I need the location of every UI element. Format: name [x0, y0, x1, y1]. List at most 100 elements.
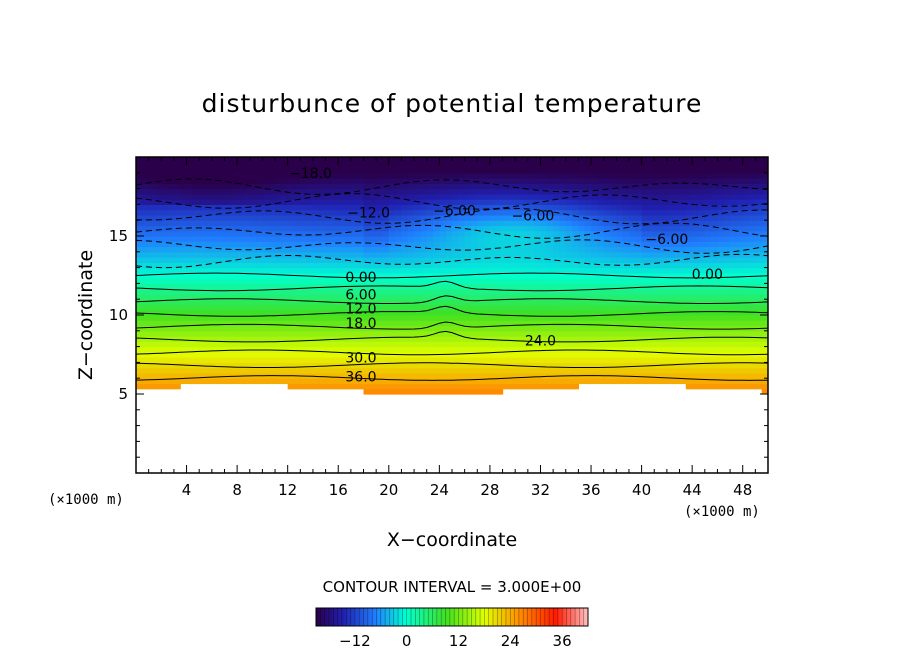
field-cell [679, 309, 687, 316]
field-cell [723, 341, 731, 348]
field-cell [515, 220, 523, 227]
field-cell [382, 378, 390, 385]
field-cell [319, 330, 327, 337]
field-cell [553, 220, 561, 227]
field-cell [496, 288, 504, 295]
field-cell [281, 209, 289, 216]
field-cell [616, 199, 624, 205]
field-cell [148, 362, 156, 369]
field-cell [489, 336, 497, 342]
field-cell [262, 167, 270, 174]
field-cell [508, 257, 516, 263]
field-cell [546, 236, 554, 242]
field-cell [540, 209, 548, 216]
field-cell [489, 278, 497, 284]
field-cell [679, 320, 687, 327]
field-cell [534, 209, 542, 216]
field-cell [489, 372, 497, 379]
field-cell [407, 362, 415, 369]
field-cell [502, 267, 510, 274]
field-cell [420, 241, 428, 248]
field-cell [211, 246, 219, 253]
field-cell [218, 193, 226, 200]
field-cell [578, 293, 586, 300]
field-cell [635, 267, 643, 274]
field-cell [186, 204, 194, 211]
field-cell [616, 183, 624, 190]
field-cell [180, 209, 188, 216]
field-cell [445, 378, 453, 385]
field-cell [584, 330, 592, 337]
field-cell [445, 320, 453, 327]
field-cell [167, 246, 175, 253]
field-cell [546, 178, 554, 184]
field-cell [597, 262, 605, 269]
field-cell [553, 157, 561, 163]
field-cell [281, 293, 289, 300]
field-cell [477, 378, 485, 385]
field-cell [445, 178, 453, 184]
field-cell [395, 241, 403, 248]
field-cell [167, 220, 175, 227]
field-cell [256, 178, 263, 184]
field-cell [262, 351, 270, 358]
field-cell [439, 262, 447, 269]
field-cell [268, 220, 276, 227]
field-cell [205, 162, 213, 169]
field-cell [205, 283, 213, 290]
field-cell [591, 257, 598, 263]
field-cell [382, 204, 390, 211]
field-cell [325, 267, 333, 274]
field-cell [464, 214, 472, 221]
field-cell [268, 225, 276, 232]
field-cell [508, 367, 516, 374]
field-cell [496, 330, 504, 337]
field-cell [565, 225, 573, 232]
field-cell [452, 241, 459, 248]
field-cell [287, 320, 295, 327]
field-cell [496, 199, 504, 205]
field-cell [502, 309, 510, 316]
field-cell [660, 230, 668, 237]
field-cell [306, 220, 314, 227]
field-cell [635, 293, 643, 300]
field-cell [331, 167, 339, 174]
field-cell [711, 236, 719, 242]
field-cell [489, 162, 497, 169]
field-cell [464, 183, 472, 190]
field-cell [154, 199, 162, 205]
field-cell [243, 209, 251, 216]
field-cell [331, 341, 339, 348]
field-cell [445, 214, 453, 221]
field-cell [483, 278, 491, 284]
field-cell [730, 367, 737, 374]
field-cell [376, 351, 384, 358]
field-cell [382, 225, 390, 232]
field-cell [331, 357, 339, 363]
field-cell [742, 278, 750, 284]
field-cell [224, 257, 232, 263]
field-cell [420, 278, 428, 284]
field-cell [483, 178, 491, 184]
field-cell [704, 362, 712, 369]
field-cell [761, 304, 768, 311]
field-cell [647, 262, 655, 269]
field-cell [249, 362, 257, 369]
field-cell [199, 351, 207, 358]
field-cell [199, 251, 207, 258]
field-cell [521, 367, 529, 374]
field-cell [584, 341, 592, 348]
field-cell [281, 378, 289, 385]
field-cell [205, 257, 213, 263]
field-cell [749, 267, 756, 274]
field-cell [180, 162, 188, 169]
field-cell [660, 341, 668, 348]
field-cell [414, 157, 421, 163]
field-cell [338, 209, 346, 216]
field-cell [395, 336, 403, 342]
field-cell [470, 241, 478, 248]
field-cell [755, 378, 763, 385]
field-cell [268, 283, 276, 290]
field-cell [154, 362, 162, 369]
field-cell [414, 209, 421, 216]
